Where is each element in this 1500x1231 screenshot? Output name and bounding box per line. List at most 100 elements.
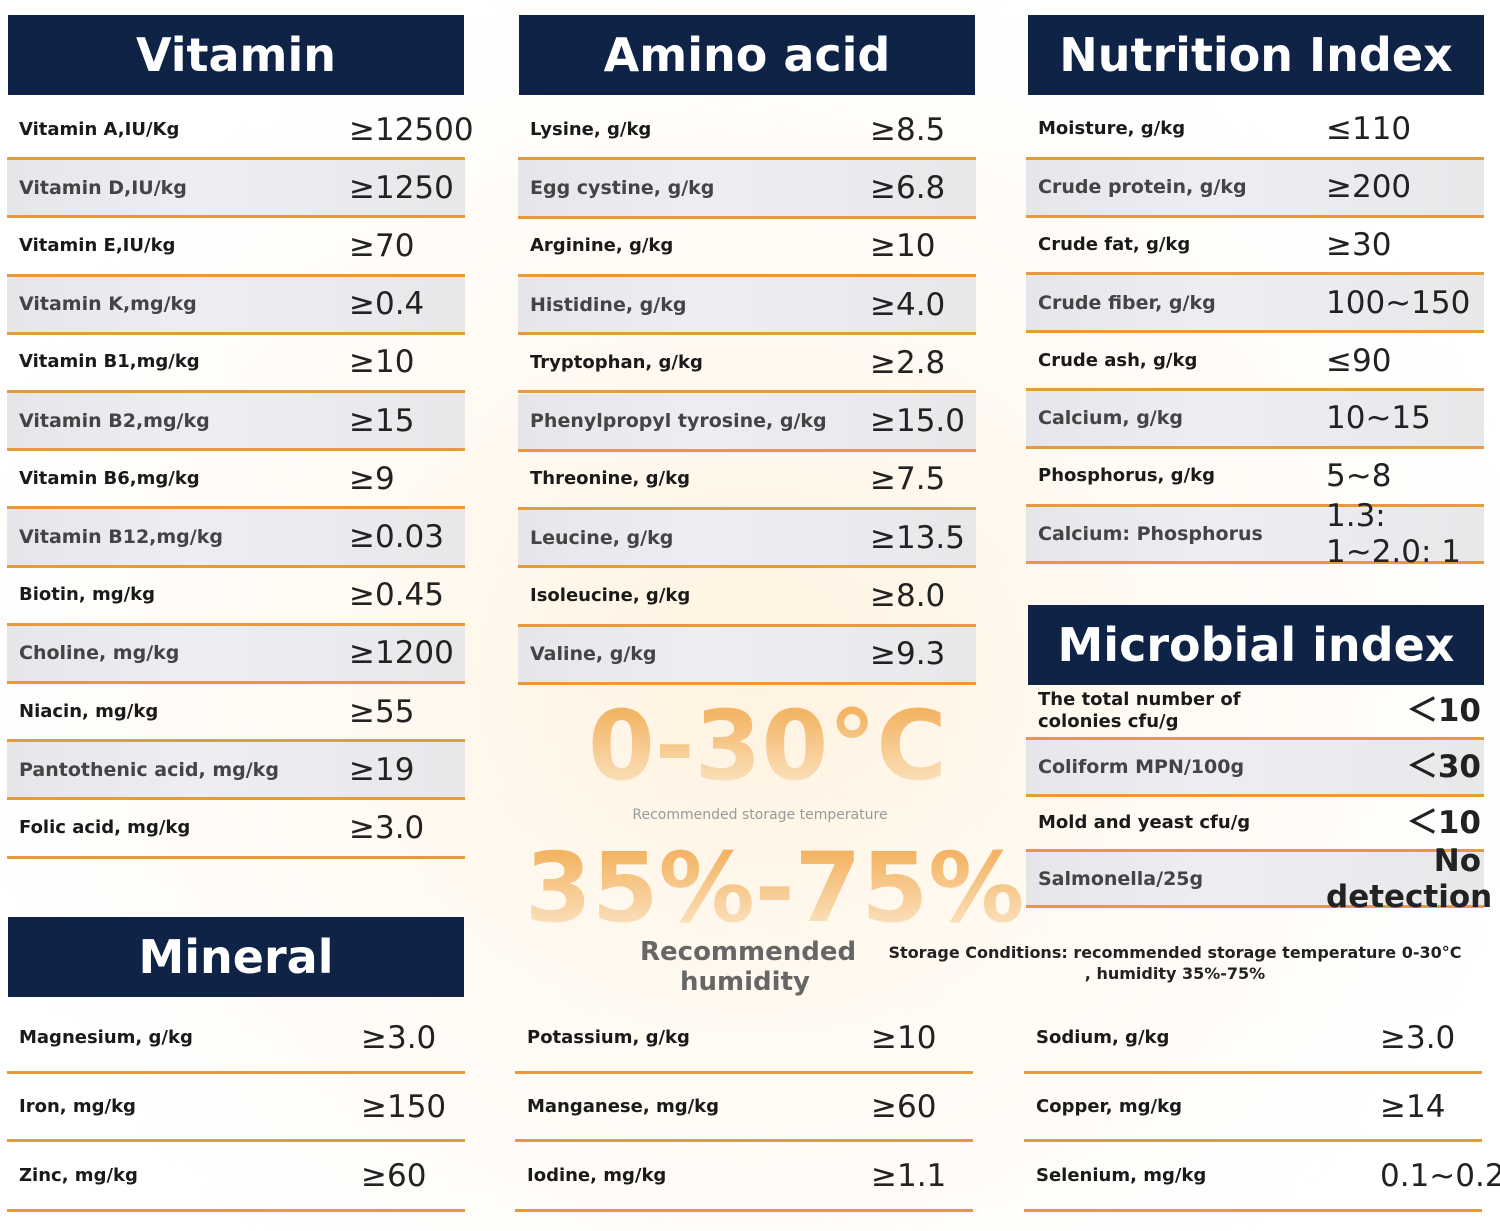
row-label: Pantothenic acid, mg/kg [19, 758, 279, 781]
row-label: Vitamin A,IU/Kg [19, 118, 180, 140]
row-value: ≥15 [349, 402, 415, 439]
table-row: Crude fat, g/kg ≥30 [1026, 218, 1484, 276]
row-value: ≥9 [349, 460, 395, 497]
row-value: ≥9.3 [870, 636, 946, 673]
row-value: 1.3: 1~2.0: 1 [1326, 497, 1462, 570]
row-value: ≥13.5 [870, 519, 965, 556]
table-row: Crude ash, g/kg ≤90 [1026, 333, 1484, 391]
table-row: Leucine, g/kg ≥13.5 [518, 510, 976, 569]
row-label: Vitamin D,IU/kg [19, 176, 187, 199]
table-row: Salmonella/25g No detection [1026, 843, 1492, 915]
row-value: 100~150 [1326, 284, 1471, 321]
table-row: Moisture, g/kg ≤110 [1026, 102, 1484, 160]
row-label: Arginine, g/kg [530, 235, 674, 257]
section-header: Amino acid [519, 15, 975, 95]
row-value: 10~15 [1326, 400, 1431, 437]
table-row: Zinc, mg/kg ≥60 [7, 1142, 465, 1212]
row-value: ≤110 [1326, 111, 1412, 148]
table-row: Vitamin D,IU/kg ≥1250 [7, 160, 465, 219]
row-label: Iron, mg/kg [19, 1095, 136, 1117]
row-label: Salmonella/25g [1038, 867, 1204, 890]
row-label: Selenium, mg/kg [1036, 1164, 1207, 1186]
table-row: Coliform MPN/100g ＜30 [1026, 740, 1484, 797]
row-label: Copper, mg/kg [1036, 1095, 1182, 1117]
humidity-caption: Recommended humidity [640, 937, 857, 997]
table-row: Calcium: Phosphorus 1.3: 1~2.0: 1 [1026, 498, 1484, 570]
row-value: ≥150 [361, 1088, 447, 1125]
row-value: ≥10 [349, 344, 415, 381]
row-label: Folic acid, mg/kg [19, 816, 191, 838]
row-label: Egg cystine, g/kg [530, 176, 715, 199]
row-value: ≤90 [1326, 342, 1392, 379]
table-row: Histidine, g/kg ≥4.0 [518, 276, 976, 336]
section-header: Vitamin [8, 15, 464, 95]
table-row: Biotin, mg/kg ≥0.45 [7, 568, 465, 626]
row-label: Calcium, g/kg [1038, 407, 1183, 430]
row-label: Vitamin B6,mg/kg [19, 467, 200, 489]
row-label: Lysine, g/kg [530, 118, 652, 140]
row-value: 5~8 [1326, 458, 1392, 495]
row-label: Choline, mg/kg [19, 642, 180, 665]
table-row: Pantothenic acid, mg/kg ≥19 [7, 742, 465, 801]
row-value: ≥2.8 [870, 344, 946, 381]
table-row: Lysine, g/kg ≥8.5 [518, 102, 976, 161]
row-value: ≥3.0 [349, 809, 425, 846]
row-label: Valine, g/kg [530, 643, 657, 666]
row-label: Manganese, mg/kg [527, 1095, 720, 1117]
row-value: ≥1250 [349, 169, 454, 206]
row-value: ＜30 [1406, 749, 1481, 785]
row-label: Leucine, g/kg [530, 526, 674, 549]
row-label: Vitamin B12,mg/kg [19, 525, 223, 548]
row-label: Potassium, g/kg [527, 1027, 690, 1048]
row-value: ≥55 [349, 693, 415, 730]
row-value: ≥0.03 [349, 518, 444, 555]
storage-conditions: Storage Conditions: recommended storage … [888, 943, 1462, 983]
row-label: Zinc, mg/kg [19, 1164, 138, 1186]
table-row: Niacin, mg/kg ≥55 [7, 684, 465, 743]
row-label: Phosphorus, g/kg [1038, 465, 1215, 487]
row-value: ≥0.4 [349, 286, 425, 323]
row-label: Isoleucine, g/kg [530, 585, 691, 607]
table-row: Vitamin B2,mg/kg ≥15 [7, 393, 465, 452]
table-row: Copper, mg/kg ≥14 [1024, 1074, 1482, 1142]
row-label: The total number of colonies cfu/g [1038, 689, 1241, 732]
row-value: ≥19 [349, 751, 415, 788]
row-value: ＜10 [1406, 805, 1481, 841]
table-row: Potassium, g/kg ≥10 [515, 1005, 973, 1074]
row-label: Niacin, mg/kg [19, 700, 159, 722]
row-value: ≥4.0 [870, 286, 946, 323]
table-row: Iron, mg/kg ≥150 [7, 1074, 465, 1142]
table-row: Threonine, g/kg ≥7.5 [518, 452, 976, 511]
humidity: 35%-75% [525, 832, 1025, 944]
row-value: ≥12500 [349, 111, 474, 148]
table-row: Choline, mg/kg ≥1200 [7, 625, 465, 684]
table-row: Sodium, g/kg ≥3.0 [1024, 1005, 1482, 1074]
row-label: Vitamin B2,mg/kg [19, 409, 210, 432]
row-label: Coliform MPN/100g [1038, 756, 1245, 778]
table-row: Valine, g/kg ≥9.3 [518, 626, 976, 685]
section-header: Nutrition Index [1028, 15, 1484, 95]
row-value: ≥14 [1380, 1088, 1446, 1125]
row-value: ≥3.0 [1380, 1020, 1456, 1056]
row-value: ≥15.0 [870, 403, 965, 440]
row-value: ≥60 [361, 1157, 427, 1194]
table-row: Crude fiber, g/kg 100~150 [1026, 275, 1484, 334]
row-label: Moisture, g/kg [1038, 118, 1186, 140]
table-row: Arginine, g/kg ≥10 [518, 219, 976, 277]
table-row: Selenium, mg/kg 0.1~0.2 [1024, 1142, 1500, 1212]
row-value: 0.1~0.2 [1380, 1157, 1500, 1194]
temperature-caption: Recommended storage temperature [632, 807, 888, 823]
row-label: Biotin, mg/kg [19, 584, 156, 606]
row-value: ≥6.8 [870, 169, 946, 206]
temperature: 0-30°C [588, 690, 947, 802]
table-row: Crude protein, g/kg ≥200 [1026, 159, 1484, 218]
table-row: Magnesium, g/kg ≥3.0 [7, 1005, 465, 1074]
row-value: ≥10 [871, 1020, 937, 1056]
row-value: ≥30 [1326, 226, 1392, 263]
row-value: ≥1200 [349, 635, 454, 672]
table-row: Egg cystine, g/kg ≥6.8 [518, 160, 976, 219]
table-row: Vitamin B1,mg/kg ≥10 [7, 335, 465, 393]
table-row: The total number of colonies cfu/g ＜10 [1026, 685, 1484, 740]
section-header: Mineral [8, 917, 464, 997]
